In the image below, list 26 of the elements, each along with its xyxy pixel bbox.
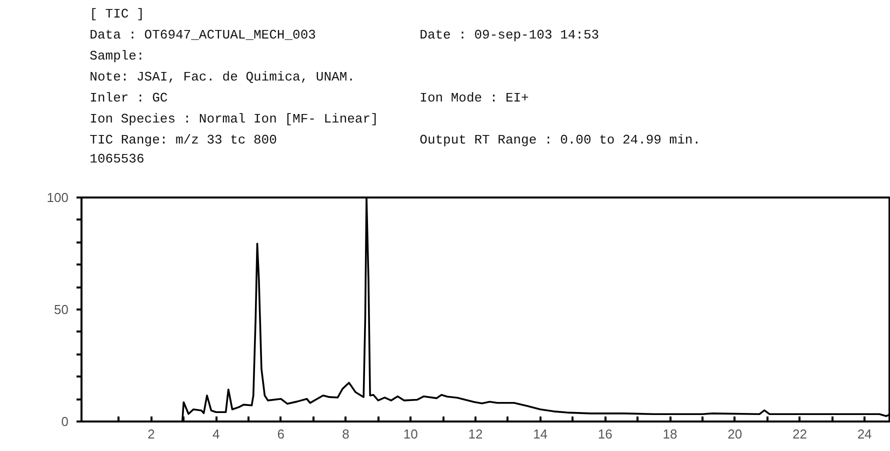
text: Date : 09-sep-103 14:53	[420, 28, 600, 42]
text: 1065536	[90, 152, 144, 166]
x-tick-label: 4	[212, 426, 220, 442]
x-tick-label: 18	[662, 426, 678, 442]
chart-title: [ TIC ]	[90, 6, 144, 22]
text: Ion Species : Normal Ion [MF- Linear]	[90, 112, 378, 126]
x-tick-label: 10	[403, 426, 418, 442]
text: TIC Range: m/z 33 tc 800	[90, 132, 277, 148]
x-tick-label: 24	[857, 426, 872, 442]
x-tick-label: 12	[468, 426, 483, 442]
text: Output RT Range : 0.00 to 24.99 min.	[420, 132, 701, 148]
x-tick-label: 20	[728, 426, 742, 442]
y-tick-label: 100	[46, 190, 69, 205]
y-tick-label: 0	[61, 414, 69, 429]
x-tick-label: 22	[792, 426, 807, 442]
x-tick-label: 8	[342, 426, 350, 442]
text: Note: JSAI, Fac. de Quimica, UNAM.	[90, 70, 355, 84]
text: Ion Mode : EI+	[420, 90, 530, 106]
x-tick-label: 2	[148, 426, 155, 442]
text: Sample:	[90, 48, 144, 64]
y-tick-label: 50	[54, 302, 69, 317]
text: Data : OT6947_ACTUAL_MECH_003	[90, 28, 316, 42]
x-tick-label: 6	[277, 426, 285, 442]
x-tick-label: 16	[598, 426, 612, 442]
text: Inler : GC	[90, 90, 168, 106]
x-tick-label: 14	[533, 426, 548, 442]
